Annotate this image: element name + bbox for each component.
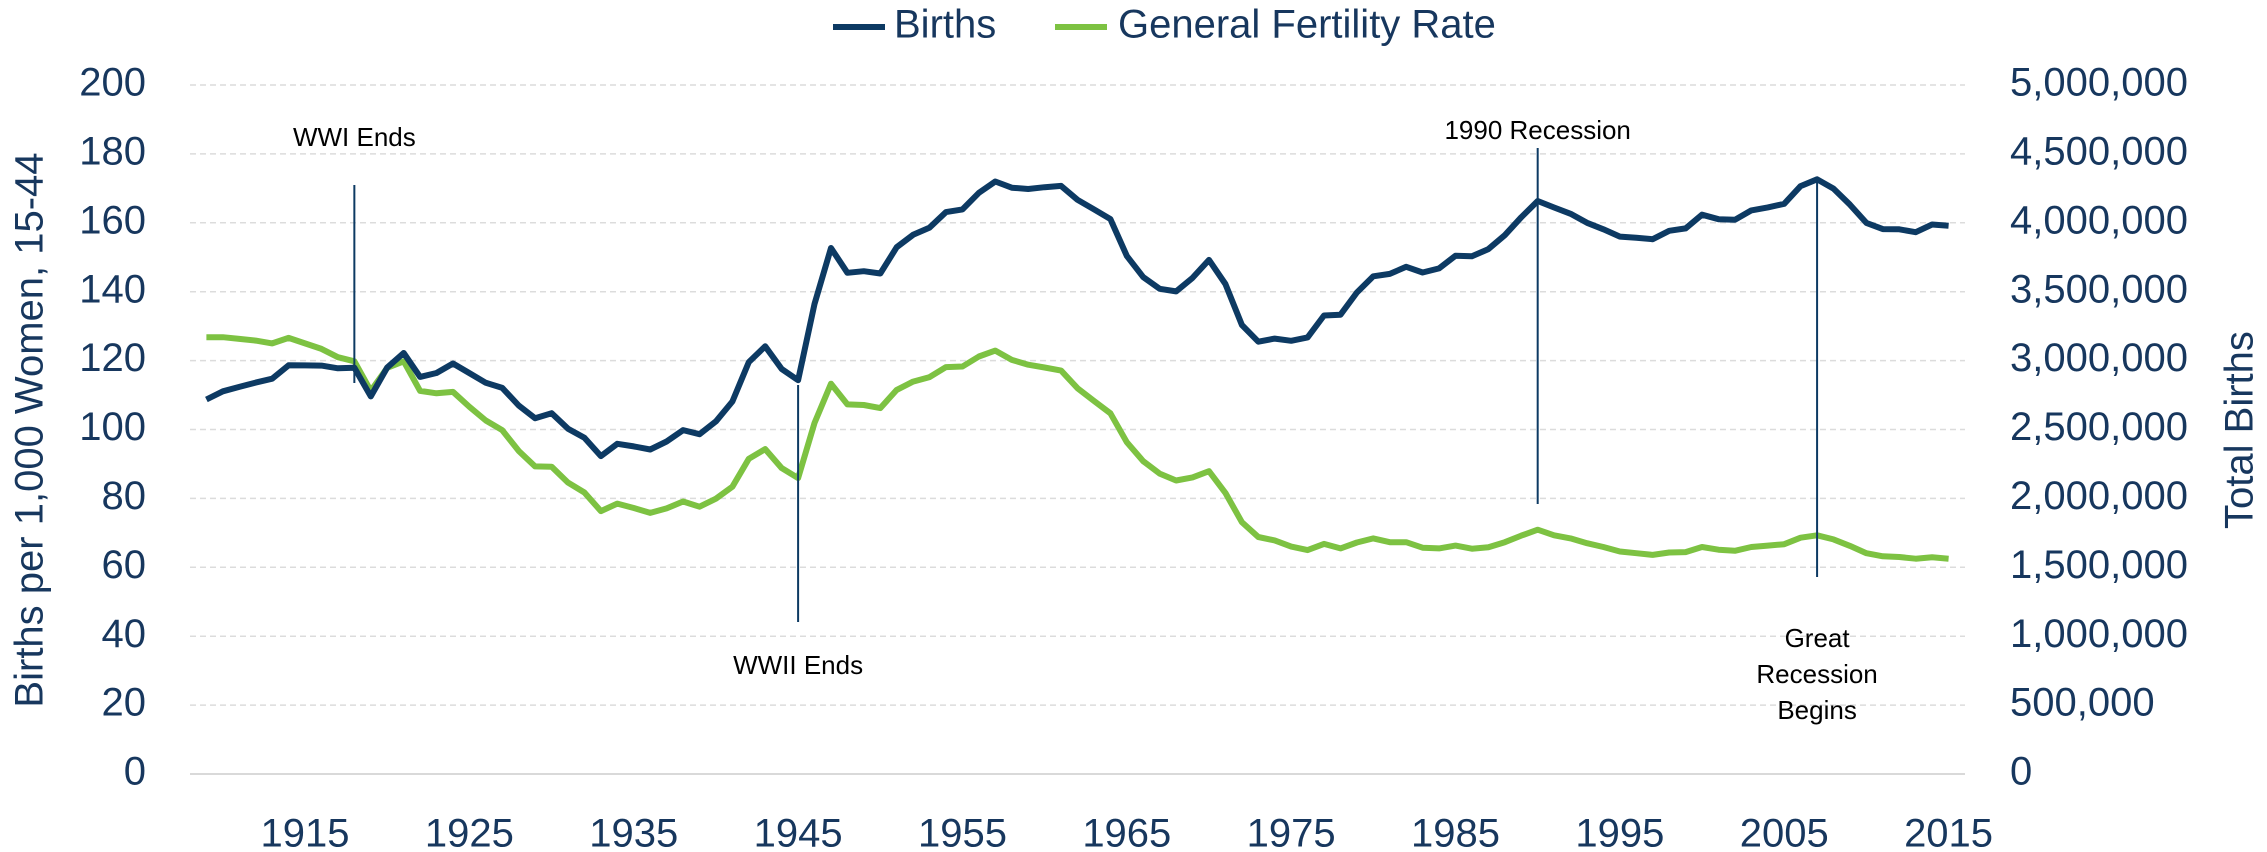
- annotation-text: Great: [1785, 623, 1851, 653]
- y2-tick-label: 2,500,000: [2010, 405, 2188, 449]
- y-tick-label: 180: [79, 129, 146, 173]
- annotation-text: Begins: [1777, 695, 1857, 725]
- y2-axis-title: Total Births: [2218, 331, 2262, 529]
- annotation-text: 1990 Recession: [1444, 115, 1630, 145]
- y-tick-label: 120: [79, 336, 146, 380]
- legend-label: General Fertility Rate: [1118, 3, 1496, 47]
- y-tick-label: 60: [102, 543, 147, 587]
- y-tick-label: 160: [79, 198, 146, 242]
- series-line: [205, 176, 1949, 460]
- y2-tick-label: 1,500,000: [2010, 543, 2188, 587]
- x-tick-label: 1915: [261, 812, 350, 852]
- x-tick-label: 1975: [1247, 812, 1336, 852]
- annotation-text: Recession: [1756, 659, 1877, 689]
- x-tick-label: 1925: [425, 812, 514, 852]
- x-tick-label: 2005: [1740, 812, 1829, 852]
- x-tick-label: 1995: [1575, 812, 1664, 852]
- y2-tick-label: 4,500,000: [2010, 129, 2188, 173]
- y-tick-label: 0: [124, 750, 146, 794]
- y2-tick-label: 500,000: [2010, 681, 2155, 725]
- annotation-text: WWI Ends: [293, 122, 416, 152]
- x-tick-label: 1935: [589, 812, 678, 852]
- y2-tick-label: 5,000,000: [2010, 61, 2188, 105]
- x-tick-label: 1965: [1082, 812, 1171, 852]
- y-axis-title: Births per 1,000 Women, 15-44: [8, 152, 52, 707]
- y2-tick-label: 0: [2010, 750, 2032, 794]
- legend-label: Births: [894, 3, 996, 47]
- x-tick-label: 2015: [1904, 812, 1993, 852]
- y2-tick-label: 3,000,000: [2010, 336, 2188, 380]
- y2-tick-label: 3,500,000: [2010, 267, 2188, 311]
- series-line: [206, 334, 1949, 562]
- x-tick-label: 1945: [754, 812, 843, 852]
- y2-tick-label: 1,000,000: [2010, 612, 2188, 656]
- y-tick-label: 80: [102, 474, 147, 518]
- x-tick-label: 1985: [1411, 812, 1500, 852]
- y-tick-label: 140: [79, 267, 146, 311]
- y-tick-label: 20: [102, 681, 147, 725]
- x-tick-label: 1955: [918, 812, 1007, 852]
- y2-tick-label: 4,000,000: [2010, 198, 2188, 242]
- y-tick-label: 100: [79, 405, 146, 449]
- y-tick-label: 200: [79, 61, 146, 105]
- y2-tick-label: 2,000,000: [2010, 474, 2188, 518]
- y-tick-label: 40: [102, 612, 147, 656]
- annotation-text: WWII Ends: [733, 650, 863, 680]
